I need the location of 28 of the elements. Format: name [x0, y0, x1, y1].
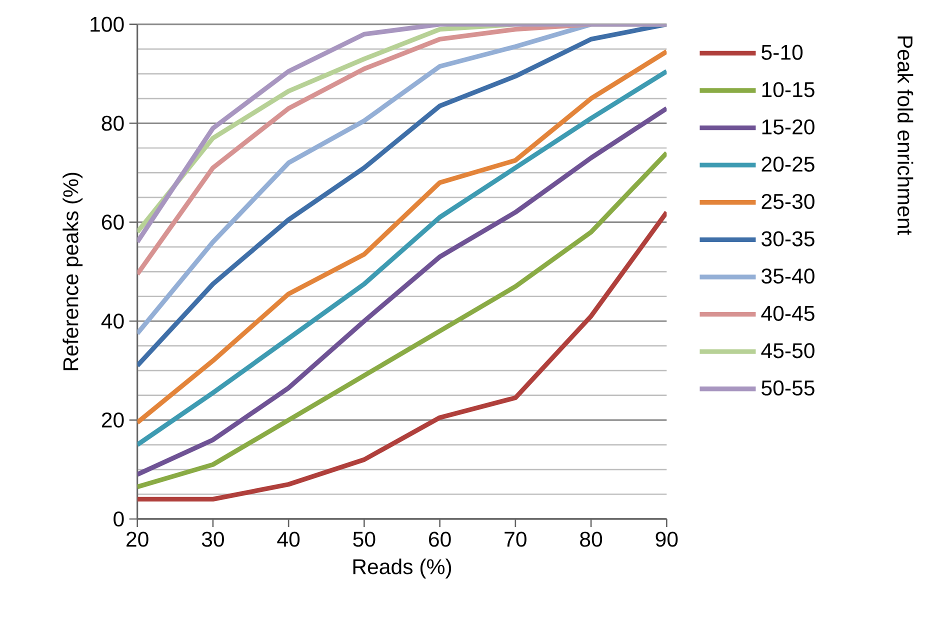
x-tick-label: 80 [580, 532, 602, 547]
x-axis-title: Reads (%) [353, 558, 452, 578]
legend-title: Peak fold enrichment [898, 36, 914, 235]
y-tick-label: 20 [102, 412, 124, 428]
x-tick-label: 90 [656, 532, 678, 547]
y-axis-title: Reference peaks (%) [62, 172, 83, 370]
y-tick-label: 100 [90, 16, 124, 32]
legend-label: 20-25 [762, 156, 814, 172]
x-tick-label: 40 [277, 532, 300, 547]
x-tick-label: 70 [504, 532, 526, 547]
x-tick-label: 20 [126, 532, 148, 547]
legend-label: 40-45 [761, 306, 814, 321]
x-tick-label: 30 [202, 532, 224, 547]
x-tick-label: 60 [429, 532, 451, 547]
line-series [137, 210, 667, 502]
legend-label: 25-30 [762, 194, 814, 210]
legend-label: 15-20 [762, 119, 814, 134]
legend-label: 30-35 [762, 231, 814, 246]
y-tick-label: 60 [102, 214, 124, 230]
legend-label: 35-40 [762, 268, 814, 284]
legend-label: 45-50 [761, 343, 814, 358]
y-tick-label: 0 [114, 511, 124, 527]
legend-label: 10-15 [762, 82, 814, 98]
x-tick-label: 50 [353, 532, 376, 547]
y-tick-label: 40 [101, 314, 124, 329]
y-tick-label: 80 [102, 116, 124, 131]
legend-label: 5-10 [762, 44, 803, 60]
legend-label: 50-55 [762, 380, 814, 396]
